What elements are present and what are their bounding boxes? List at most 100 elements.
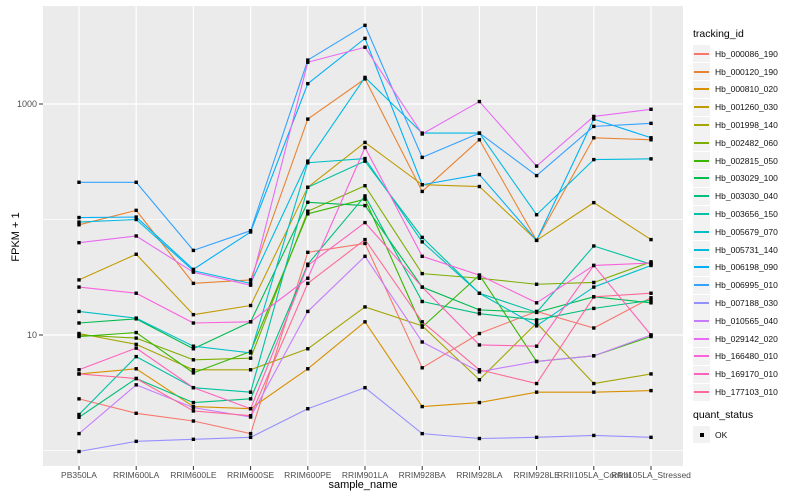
data-point bbox=[477, 308, 482, 312]
legend-item: Hb_002482_060 bbox=[693, 134, 799, 152]
legend-key-swatch bbox=[693, 258, 710, 276]
data-point bbox=[134, 383, 138, 387]
data-point bbox=[592, 433, 596, 438]
legend-item-label: Hb_002482_060 bbox=[715, 137, 778, 148]
data-point bbox=[134, 208, 138, 213]
data-point bbox=[534, 344, 539, 348]
legend-line-icon bbox=[694, 391, 709, 394]
legend-line-icon bbox=[694, 177, 709, 180]
data-point bbox=[477, 400, 482, 405]
legend-item: Hb_000086_190 bbox=[693, 45, 799, 63]
data-point bbox=[649, 237, 653, 242]
data-point bbox=[592, 244, 596, 248]
legend-series-rows: Hb_000086_190 Hb_000120_190 Hb_000810_020 H… bbox=[693, 45, 799, 401]
data-point bbox=[134, 316, 138, 320]
data-point bbox=[649, 298, 653, 302]
data-point bbox=[592, 381, 596, 386]
data-point bbox=[420, 240, 424, 244]
data-point bbox=[363, 220, 367, 225]
data-point bbox=[649, 157, 653, 161]
data-point bbox=[649, 263, 653, 268]
data-point bbox=[534, 324, 539, 328]
data-point bbox=[363, 36, 367, 41]
data-point bbox=[477, 436, 482, 441]
data-point bbox=[534, 390, 539, 394]
data-point bbox=[592, 157, 596, 162]
legend-line-icon bbox=[694, 266, 709, 269]
data-point bbox=[592, 124, 596, 129]
legend-quant-label: OK bbox=[715, 429, 728, 440]
legend-item: Hb_002815_050 bbox=[693, 152, 799, 170]
data-point bbox=[592, 326, 596, 330]
data-point bbox=[134, 346, 138, 350]
data-point bbox=[477, 368, 482, 372]
legend-item-label: Hb_003029_100 bbox=[715, 173, 778, 184]
legend-item-label: Hb_006995_010 bbox=[715, 280, 778, 291]
legend-key-swatch bbox=[693, 294, 710, 312]
data-point bbox=[248, 356, 253, 360]
data-point bbox=[306, 347, 310, 351]
data-point bbox=[363, 140, 367, 145]
legend-key-swatch bbox=[693, 98, 710, 116]
data-point bbox=[191, 321, 196, 325]
legend-item: Hb_169170_010 bbox=[693, 365, 799, 383]
legend-item-label: Hb_010565_040 bbox=[715, 315, 778, 326]
x-axis-title: sample_name bbox=[328, 479, 398, 491]
data-point bbox=[191, 344, 196, 348]
data-point bbox=[134, 367, 138, 371]
data-point bbox=[534, 359, 539, 364]
data-point bbox=[77, 321, 81, 325]
data-point bbox=[77, 368, 81, 372]
y-tick-labels: 10 1000 bbox=[17, 99, 37, 340]
legend-item-label: Hb_169170_010 bbox=[715, 369, 778, 380]
data-point bbox=[363, 75, 367, 80]
data-point bbox=[477, 343, 482, 347]
legend-title-quant-status: quant_status bbox=[693, 408, 754, 421]
data-point bbox=[191, 371, 196, 375]
legend-line-icon bbox=[694, 284, 709, 287]
legend-key-swatch bbox=[693, 312, 710, 330]
y-tick-label: 10 bbox=[27, 330, 37, 340]
data-point bbox=[592, 285, 596, 289]
data-point bbox=[134, 234, 138, 238]
data-point bbox=[477, 99, 482, 104]
data-point bbox=[77, 223, 81, 227]
data-point bbox=[306, 367, 310, 371]
legend-line-icon bbox=[694, 230, 709, 233]
legend-line-icon bbox=[694, 141, 709, 144]
data-point bbox=[77, 431, 81, 436]
data-point bbox=[477, 378, 482, 382]
gridlines bbox=[43, 6, 683, 466]
data-point bbox=[534, 238, 539, 243]
legend-item-label: Hb_007188_030 bbox=[715, 298, 778, 309]
data-point bbox=[363, 156, 367, 161]
legend-key-swatch bbox=[693, 426, 710, 444]
data-point bbox=[363, 237, 367, 242]
data-point bbox=[420, 254, 424, 259]
legend-key-swatch bbox=[693, 45, 710, 63]
legend-line-icon bbox=[694, 159, 709, 162]
legend-key-swatch bbox=[693, 152, 710, 170]
legend-key-swatch bbox=[693, 63, 710, 81]
data-point bbox=[248, 368, 253, 372]
data-point bbox=[592, 114, 596, 119]
legend-line-icon bbox=[694, 88, 709, 91]
data-point bbox=[191, 270, 196, 274]
data-point bbox=[134, 330, 138, 335]
data-point bbox=[363, 145, 367, 150]
legend-key-swatch bbox=[693, 276, 710, 294]
data-point bbox=[363, 305, 367, 309]
legend-key-swatch bbox=[693, 365, 710, 383]
data-point bbox=[306, 159, 310, 163]
data-point bbox=[592, 295, 596, 299]
data-point bbox=[420, 132, 424, 136]
legend-item: Hb_003029_100 bbox=[693, 169, 799, 188]
legend-key-swatch bbox=[693, 347, 710, 365]
legend-line-icon bbox=[694, 373, 709, 376]
legend-item-label: Hb_002815_050 bbox=[715, 155, 778, 166]
data-point bbox=[363, 197, 367, 201]
x-tick-label: RRIM901LA bbox=[342, 470, 389, 480]
x-tick-label: RRII105LA_Control bbox=[557, 470, 631, 480]
